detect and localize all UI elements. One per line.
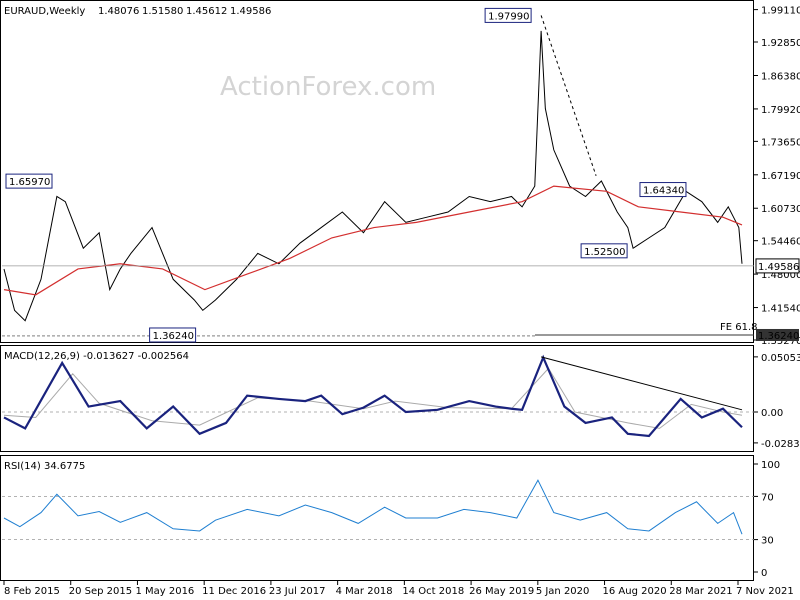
rsi-y-tick-label: 100 — [761, 460, 780, 471]
price-y-tick-label: 1.67190 — [761, 171, 800, 182]
watermark: ActionForex.com — [220, 72, 436, 102]
price-y-tick-label: 1.35270 — [761, 336, 800, 347]
macd-y-tick-label: 0.00 — [761, 408, 783, 419]
rsi-panel-frame — [0, 455, 754, 581]
price-y-tick-label: 1.79920 — [761, 105, 800, 116]
rsi-y-tick-label: 70 — [761, 492, 774, 503]
price-series-line — [3, 30, 743, 322]
annotation-label: 1.52500 — [584, 247, 625, 258]
x-tick-label: 7 Nov 2021 — [736, 586, 794, 597]
fe-level-label: 1.36240 — [758, 331, 799, 342]
annotation-box — [149, 327, 197, 343]
rsi-y-tick-label: 0 — [761, 568, 767, 579]
x-tick-label: 28 Mar 2021 — [669, 586, 732, 597]
price-y-tick-label: 1.99110 — [761, 6, 800, 17]
macd-y-tick-label: 0.05053 — [761, 353, 800, 364]
x-tick-label: 8 Feb 2015 — [4, 586, 60, 597]
fe-level-text: FE 61.8 — [720, 322, 758, 333]
rsi-y-tick-label: 30 — [761, 536, 774, 547]
x-tick-label: 5 Jan 2020 — [536, 586, 590, 597]
annotation-box — [5, 173, 53, 189]
current-price-label: 1.49586 — [758, 262, 799, 273]
annotation-box — [639, 182, 687, 198]
annotation-box — [580, 243, 628, 259]
x-tick-label: 14 Oct 2018 — [402, 586, 464, 597]
ohlc-close: 1.49586 — [230, 6, 271, 17]
x-tick-label: 20 Sep 2015 — [69, 586, 132, 597]
price-y-tick-label: 1.41540 — [761, 304, 800, 315]
price-y-tick-label: 1.54460 — [761, 237, 800, 248]
x-tick-label: 1 May 2016 — [135, 586, 194, 597]
chart-title: EURAUD,Weekly — [4, 6, 85, 17]
macd-y-tick-label: -0.028323 — [761, 439, 800, 450]
x-tick-label: 11 Dec 2016 — [202, 586, 266, 597]
rsi-layer: 100 70 30 0 — [2, 460, 780, 579]
drop-trendline — [540, 15, 597, 176]
rsi-label: RSI(14) 34.6775 — [4, 461, 85, 472]
macd-line — [3, 354, 743, 438]
annotation-box — [484, 7, 532, 23]
fe-level-box — [756, 328, 799, 341]
price-panel-frame — [0, 0, 754, 343]
annotation-label: 1.64340 — [643, 186, 684, 197]
macd-layer: 0.05053 0.00 -0.028323 — [2, 353, 800, 450]
x-tick-label: 23 Jul 2017 — [269, 586, 326, 597]
moving-average-line — [3, 185, 743, 296]
macd-trendline — [540, 356, 743, 411]
ohlc-open: 1.48076 — [98, 6, 139, 17]
macd-panel-frame — [0, 345, 754, 452]
rsi-line — [3, 479, 743, 535]
x-tick-label: 16 Aug 2020 — [603, 586, 667, 597]
price-y-tick-label: 1.86380 — [761, 71, 800, 82]
annotation-label: 1.97990 — [488, 11, 529, 22]
x-tick-label: 26 May 2019 — [469, 586, 534, 597]
current-price-box — [755, 258, 800, 274]
x-axis: 8 Feb 2015 20 Sep 2015 1 May 2016 11 Dec 20… — [3, 581, 794, 597]
price-y-tick-label: 1.73650 — [761, 137, 800, 148]
macd-signal-line — [3, 367, 743, 429]
ohlc-high: 1.51580 — [142, 6, 183, 17]
price-y-tick-label: 1.92850 — [761, 38, 800, 49]
macd-label: MACD(12,26,9) -0.013627 -0.002564 — [4, 351, 189, 362]
price-layer: 1.99110 1.92850 1.86380 1.79920 1.73650 1.671… — [2, 6, 800, 347]
annotation-label: 1.36240 — [153, 331, 194, 342]
annotation-label: 1.65970 — [9, 177, 50, 188]
price-y-tick-label: 1.60730 — [761, 204, 800, 215]
x-tick-label: 4 Mar 2018 — [336, 586, 393, 597]
ohlc-low: 1.45612 — [186, 6, 227, 17]
price-y-tick-label: 1.48000 — [761, 270, 800, 281]
